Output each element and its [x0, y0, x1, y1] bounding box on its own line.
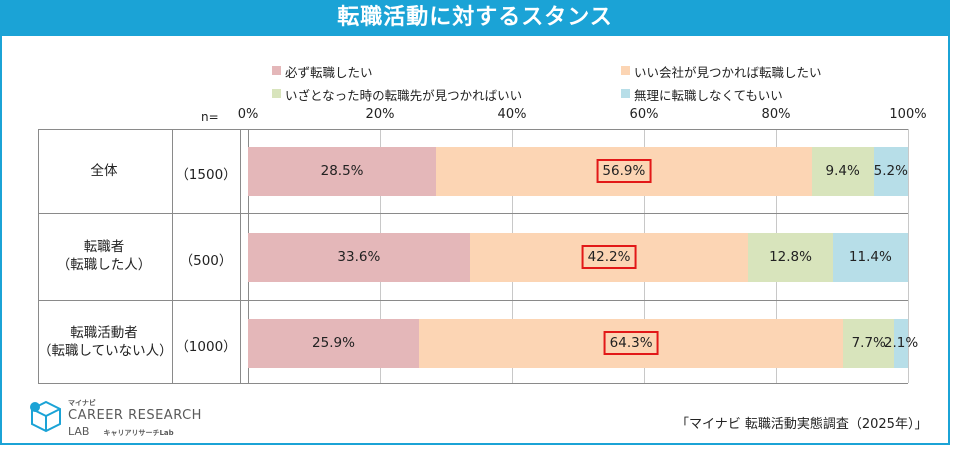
row-label-line: （転職していない人） — [38, 343, 173, 359]
gridline — [908, 129, 909, 383]
logo-sub-en: LAB — [68, 425, 90, 438]
data-label: 42.2% — [581, 245, 637, 269]
bar-segment — [248, 319, 419, 368]
row-label-line: 転職者 — [83, 239, 125, 255]
n-value: （1000） — [175, 339, 237, 355]
row-label-line: 転職活動者 — [70, 325, 138, 341]
logo-sub-ja: キャリアリサーチLab — [103, 429, 174, 437]
row-divider — [38, 129, 908, 130]
logo-subtitle: LAB キャリアリサーチLab — [68, 425, 174, 438]
n-header: n= — [201, 110, 219, 124]
legend-label: 必ず転職したい — [285, 65, 373, 80]
x-tick-label: 20% — [365, 107, 395, 122]
title-bar — [0, 0, 950, 36]
legend-label: いざとなった時の転職先が見つかればいい — [285, 88, 523, 103]
data-label: 64.3% — [603, 331, 659, 355]
legend-swatch — [621, 66, 630, 75]
legend-swatch — [272, 89, 281, 98]
row-divider — [38, 213, 908, 214]
data-label: 12.8% — [769, 249, 812, 265]
data-label: 11.4% — [848, 249, 892, 265]
bar-segment — [843, 319, 895, 368]
legend-item: 必ず転職したい — [272, 62, 373, 81]
x-tick-label: 0% — [237, 107, 259, 122]
bar-segment — [748, 233, 833, 282]
source-note: 「マイナビ 転職活動実態調査（2025年）」 — [676, 417, 928, 432]
bar-segment — [418, 319, 844, 368]
row-label-line: （転職した人） — [56, 257, 152, 273]
logo-mark — [28, 399, 64, 437]
x-tick-label: 100% — [889, 107, 927, 122]
bar-segment — [811, 147, 874, 196]
legend-item: いざとなった時の転職先が見つかればいい — [272, 85, 522, 104]
data-label: 28.5% — [320, 163, 364, 179]
table-border-left — [38, 129, 39, 383]
legend-swatch — [272, 66, 281, 75]
n-value: （500） — [179, 253, 233, 269]
bar-segment — [832, 233, 908, 282]
row-label-total: 全体 — [38, 162, 170, 180]
bar-segment — [248, 233, 470, 282]
row-label-active: 転職活動者 （転職していない人） — [38, 324, 173, 360]
row-label-changed: 転職者 （転職した人） — [38, 238, 170, 274]
row-divider — [38, 300, 908, 301]
legend-swatch — [621, 89, 630, 98]
legend-item: 無理に転職しなくてもいい — [621, 85, 783, 104]
x-tick-label: 40% — [497, 107, 527, 122]
logo-brand: マイナビ — [68, 399, 96, 407]
bar-segment — [873, 147, 908, 196]
row-label-line: 全体 — [90, 163, 118, 179]
bar-segment — [436, 147, 812, 196]
legend-label: いい会社が見つかれば転職したい — [634, 65, 822, 80]
logo-title: CAREER RESEARCH — [68, 408, 202, 423]
row-divider — [38, 383, 908, 384]
bar-segment — [469, 233, 749, 282]
data-label: 56.9% — [596, 159, 652, 183]
data-label: 5.2% — [873, 163, 908, 179]
legend-label: 無理に転職しなくてもいい — [634, 88, 783, 103]
bar-segment — [894, 319, 908, 368]
chart-title: 転職活動に対するスタンス — [337, 5, 613, 30]
legend-item: いい会社が見つかれば転職したい — [621, 62, 822, 81]
x-tick-label: 60% — [629, 107, 659, 122]
axis-line — [240, 129, 241, 383]
x-tick-label: 80% — [761, 107, 791, 122]
data-label: 33.6% — [337, 249, 381, 265]
table-border-mid — [172, 129, 173, 383]
data-label: 9.4% — [825, 163, 860, 179]
bar-segment — [248, 147, 437, 196]
data-label: 2.1% — [883, 335, 919, 351]
data-label: 25.9% — [312, 335, 355, 351]
data-label: 7.7% — [851, 335, 886, 351]
n-value: （1500） — [175, 167, 237, 183]
